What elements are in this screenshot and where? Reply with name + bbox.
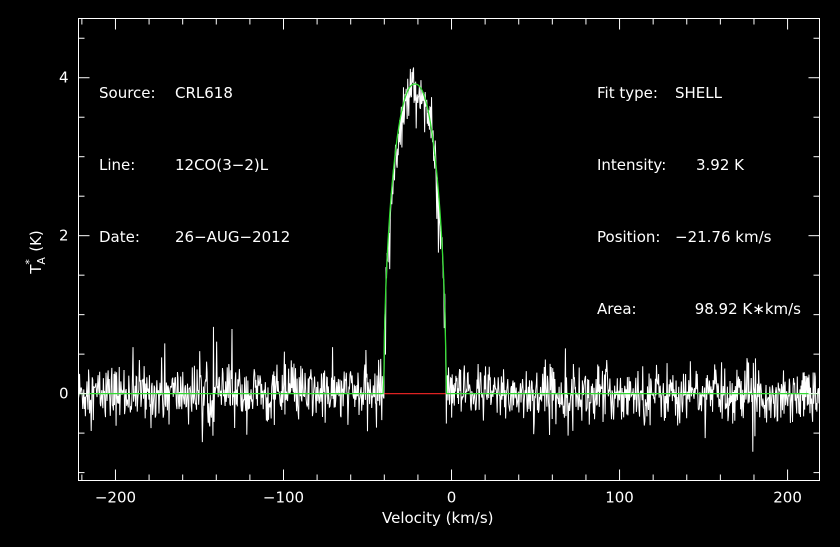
y-axis-title-sub: A <box>35 257 48 265</box>
area-value: 98.92 K∗km/s <box>694 300 801 318</box>
fit-type-row: Fit type: SHELL <box>597 81 801 105</box>
position-label: Position: <box>597 228 661 246</box>
spectrum-trace <box>78 67 820 452</box>
line-row: Line: 12CO(3−2)L <box>99 153 290 177</box>
intensity-row: Intensity: 3.92 K <box>597 153 801 177</box>
x-axis-title: Velocity (km/s) <box>382 509 494 527</box>
source-row: Source: CRL618 <box>99 81 290 105</box>
plot-frame <box>78 18 820 481</box>
fit-type-label: Fit type: <box>597 84 658 102</box>
y-tick-label: 2 <box>59 227 69 245</box>
x-tick-label: 0 <box>447 489 457 507</box>
intensity-value: 3.92 K <box>695 156 744 174</box>
date-value: 26−AUG−2012 <box>175 228 291 246</box>
area-label: Area: <box>597 300 637 318</box>
y-tick-label: 4 <box>59 69 69 87</box>
y-axis-title-unit: (K) <box>27 230 45 257</box>
y-tick-label: 0 <box>59 385 69 403</box>
position-row: Position: −21.76 km/s <box>597 225 801 249</box>
x-tick-label: 100 <box>605 489 634 507</box>
date-row: Date: 26−AUG−2012 <box>99 225 290 249</box>
intensity-label: Intensity: <box>597 156 667 174</box>
axis-tick-labels: −200 −100 0 100 200 0 2 4 <box>59 69 802 507</box>
x-tick-label: 200 <box>773 489 802 507</box>
info-panel-left: Source: CRL618 Line: 12CO(3−2)L Date: 26−AU… <box>99 33 290 273</box>
source-label: Source: <box>99 84 156 102</box>
fit-curve <box>78 83 820 395</box>
line-label: Line: <box>99 156 136 174</box>
x-tick-label: −100 <box>263 489 304 507</box>
y-axis-title-main: T <box>27 264 45 274</box>
position-value: −21.76 km/s <box>675 228 772 246</box>
fit-type-value: SHELL <box>675 84 722 102</box>
x-tick-label: −200 <box>95 489 136 507</box>
y-axis-title: T * A (K) <box>23 230 48 274</box>
source-value: CRL618 <box>175 84 233 102</box>
date-label: Date: <box>99 228 140 246</box>
axis-ticks <box>78 18 820 481</box>
plot-area <box>78 67 820 452</box>
info-panel-right: Fit type: SHELL Intensity: 3.92 K Position… <box>597 33 801 345</box>
area-row: Area: 98.92 K∗km/s <box>597 297 801 321</box>
line-value: 12CO(3−2)L <box>175 156 269 174</box>
